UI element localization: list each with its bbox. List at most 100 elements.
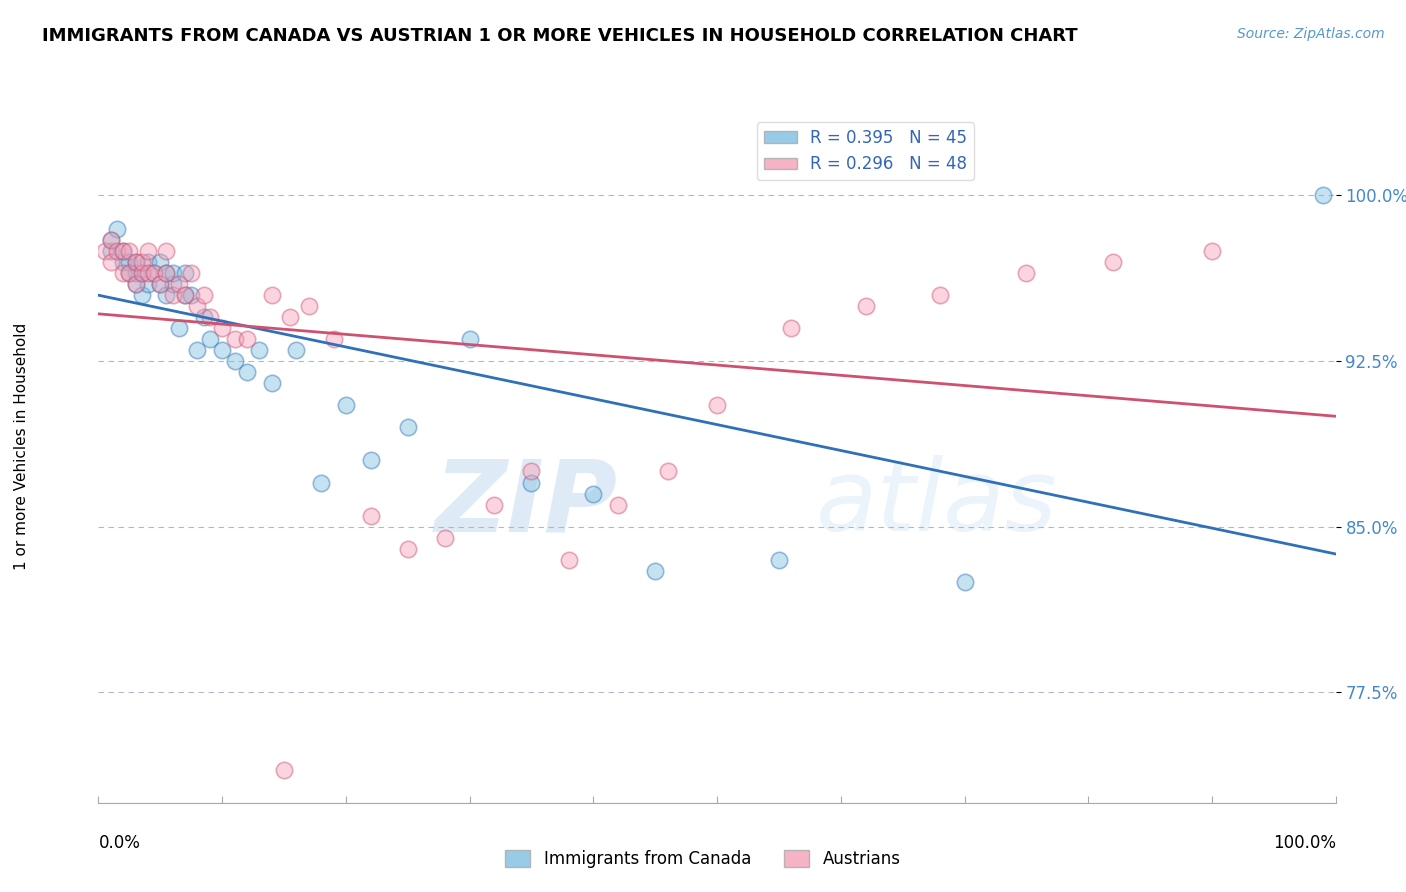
Point xyxy=(131,254,153,268)
Point xyxy=(180,287,202,301)
Point xyxy=(211,343,233,357)
Point xyxy=(155,287,177,301)
Point xyxy=(100,233,122,247)
Point xyxy=(118,244,141,258)
Point xyxy=(186,343,208,357)
Text: 100.0%: 100.0% xyxy=(1272,834,1336,852)
Point xyxy=(928,287,950,301)
Point xyxy=(167,277,190,291)
Legend: Immigrants from Canada, Austrians: Immigrants from Canada, Austrians xyxy=(499,843,907,875)
Point xyxy=(174,287,197,301)
Point xyxy=(112,254,135,268)
Point xyxy=(149,254,172,268)
Point xyxy=(1102,254,1125,268)
Point xyxy=(124,254,146,268)
Point xyxy=(155,244,177,258)
Point xyxy=(100,244,122,258)
Point xyxy=(198,332,221,346)
Point xyxy=(644,564,666,578)
Point xyxy=(105,244,128,258)
Legend: R = 0.395   N = 45, R = 0.296   N = 48: R = 0.395 N = 45, R = 0.296 N = 48 xyxy=(756,122,974,180)
Point xyxy=(131,266,153,280)
Point xyxy=(309,475,332,490)
Point xyxy=(124,277,146,291)
Point xyxy=(118,266,141,280)
Point xyxy=(131,287,153,301)
Point xyxy=(155,266,177,280)
Point xyxy=(396,541,419,556)
Point xyxy=(247,343,270,357)
Point xyxy=(162,287,184,301)
Point xyxy=(273,763,295,777)
Point xyxy=(706,398,728,412)
Point xyxy=(224,332,246,346)
Point xyxy=(953,574,976,589)
Point xyxy=(236,365,259,379)
Point xyxy=(105,221,128,235)
Point xyxy=(360,508,382,523)
Point xyxy=(278,310,301,324)
Point xyxy=(1015,266,1038,280)
Point xyxy=(124,266,146,280)
Point xyxy=(1201,244,1223,258)
Point xyxy=(768,553,790,567)
Text: Source: ZipAtlas.com: Source: ZipAtlas.com xyxy=(1237,27,1385,41)
Point xyxy=(167,321,190,335)
Point xyxy=(174,287,197,301)
Point xyxy=(285,343,308,357)
Point xyxy=(1312,188,1334,202)
Point xyxy=(118,254,141,268)
Point xyxy=(174,266,197,280)
Point xyxy=(93,244,115,258)
Point xyxy=(143,266,166,280)
Point xyxy=(855,299,877,313)
Point xyxy=(112,244,135,258)
Point xyxy=(124,277,146,291)
Point xyxy=(124,254,146,268)
Point xyxy=(100,233,122,247)
Point xyxy=(131,266,153,280)
Point xyxy=(112,266,135,280)
Point xyxy=(396,420,419,434)
Point xyxy=(100,254,122,268)
Point xyxy=(433,531,456,545)
Point xyxy=(149,277,172,291)
Point xyxy=(458,332,481,346)
Point xyxy=(136,266,159,280)
Point xyxy=(211,321,233,335)
Point xyxy=(143,266,166,280)
Point xyxy=(657,465,679,479)
Point xyxy=(780,321,803,335)
Point xyxy=(180,266,202,280)
Point xyxy=(155,266,177,280)
Text: atlas: atlas xyxy=(815,455,1057,552)
Point xyxy=(112,244,135,258)
Text: ZIP: ZIP xyxy=(434,455,619,552)
Point xyxy=(260,287,283,301)
Point xyxy=(198,310,221,324)
Point xyxy=(193,310,215,324)
Point xyxy=(136,254,159,268)
Point xyxy=(193,287,215,301)
Point xyxy=(582,486,605,500)
Text: IMMIGRANTS FROM CANADA VS AUSTRIAN 1 OR MORE VEHICLES IN HOUSEHOLD CORRELATION C: IMMIGRANTS FROM CANADA VS AUSTRIAN 1 OR … xyxy=(42,27,1078,45)
Text: 0.0%: 0.0% xyxy=(98,834,141,852)
Point xyxy=(149,277,172,291)
Point xyxy=(520,475,543,490)
Point xyxy=(298,299,321,313)
Text: 1 or more Vehicles in Household: 1 or more Vehicles in Household xyxy=(14,322,28,570)
Point xyxy=(136,244,159,258)
Point xyxy=(260,376,283,391)
Point xyxy=(360,453,382,467)
Point xyxy=(162,277,184,291)
Point xyxy=(557,553,579,567)
Point xyxy=(186,299,208,313)
Point xyxy=(236,332,259,346)
Point xyxy=(224,354,246,368)
Point xyxy=(520,465,543,479)
Point xyxy=(335,398,357,412)
Point xyxy=(118,266,141,280)
Point xyxy=(607,498,630,512)
Point xyxy=(484,498,506,512)
Point xyxy=(136,277,159,291)
